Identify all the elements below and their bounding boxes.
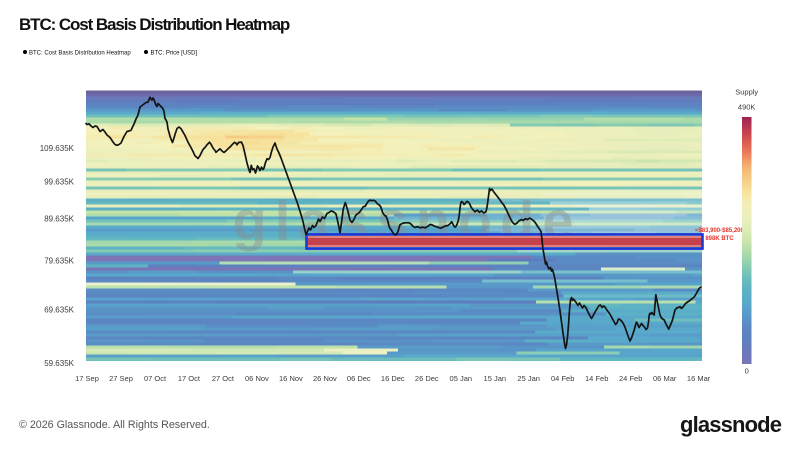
svg-text:26 Nov: 26 Nov bbox=[313, 374, 337, 383]
svg-text:89.635K: 89.635K bbox=[44, 214, 74, 223]
svg-text:25 Jan: 25 Jan bbox=[517, 374, 540, 383]
svg-text:59.635K: 59.635K bbox=[44, 359, 74, 368]
svg-text:05 Jan: 05 Jan bbox=[450, 374, 473, 383]
svg-text:16 Nov: 16 Nov bbox=[279, 374, 303, 383]
svg-text:99.635K: 99.635K bbox=[44, 177, 74, 186]
svg-text:07 Oct: 07 Oct bbox=[144, 374, 167, 383]
svg-text:04 Feb: 04 Feb bbox=[551, 374, 574, 383]
svg-text:490K: 490K bbox=[738, 103, 756, 112]
svg-text:27 Oct: 27 Oct bbox=[212, 374, 235, 383]
svg-text:06 Nov: 06 Nov bbox=[245, 374, 269, 383]
svg-text:16 Mar: 16 Mar bbox=[687, 374, 711, 383]
svg-text:Supply: Supply bbox=[735, 88, 758, 97]
svg-text:06 Mar: 06 Mar bbox=[653, 374, 677, 383]
svg-text:109.635K: 109.635K bbox=[40, 144, 75, 153]
svg-text:14 Feb: 14 Feb bbox=[585, 374, 608, 383]
svg-text:≈$83,900-$85,200: ≈$83,900-$85,200 bbox=[695, 228, 744, 234]
svg-text:898K BTC: 898K BTC bbox=[705, 236, 734, 242]
svg-text:27 Sep: 27 Sep bbox=[109, 374, 133, 383]
svg-text:17 Sep: 17 Sep bbox=[75, 374, 99, 383]
svg-text:15 Jan: 15 Jan bbox=[484, 374, 507, 383]
svg-text:06 Dec: 06 Dec bbox=[347, 374, 371, 383]
svg-text:16 Dec: 16 Dec bbox=[381, 374, 405, 383]
svg-text:69.635K: 69.635K bbox=[44, 305, 74, 314]
svg-text:79.635K: 79.635K bbox=[44, 256, 74, 265]
svg-text:17 Oct: 17 Oct bbox=[178, 374, 201, 383]
svg-text:24 Feb: 24 Feb bbox=[619, 374, 642, 383]
svg-text:26 Dec: 26 Dec bbox=[415, 374, 439, 383]
svg-text:0: 0 bbox=[745, 367, 749, 376]
